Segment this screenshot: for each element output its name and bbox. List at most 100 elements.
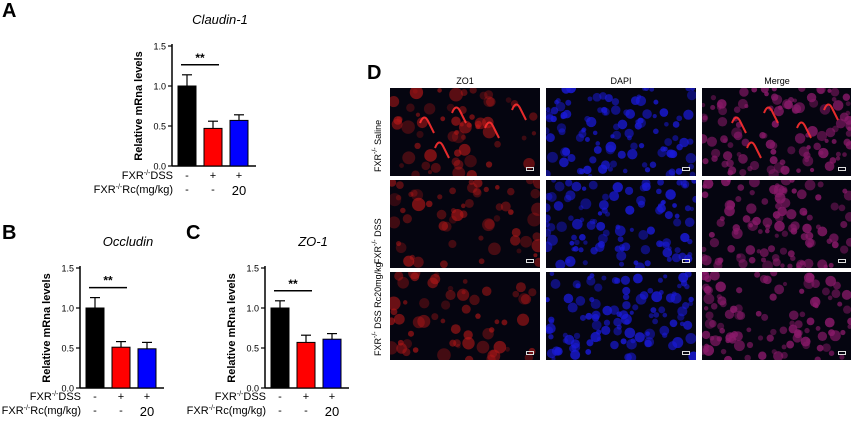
signal-spot: [501, 319, 508, 326]
signal-spot: [642, 109, 652, 119]
signal-spot: [677, 306, 688, 317]
scale-bar: [682, 259, 690, 263]
signal-spot: [816, 130, 828, 142]
signal-spot: [424, 149, 437, 162]
signal-spot: [479, 91, 488, 100]
signal-spot: [458, 143, 471, 156]
signal-spot: [448, 239, 457, 249]
signal-spot: [475, 313, 481, 319]
signal-spot: [587, 96, 593, 102]
signal-spot: [717, 322, 725, 330]
signal-spot: [591, 320, 602, 331]
signal-spot: [406, 103, 415, 112]
signal-spot: [469, 88, 477, 94]
signal-spot: [805, 238, 815, 248]
signal-spot: [561, 88, 571, 94]
chart-occludin: Occludin Relative mRna levels 0.0 0.5 1.0 1.5…: [41, 234, 164, 394]
signal-spot: [609, 160, 618, 168]
signal-spot: [672, 337, 684, 349]
bar: [296, 341, 316, 389]
signal-spot: [441, 300, 451, 310]
panel-letter-b: B: [2, 222, 17, 244]
signal-spot: [588, 173, 593, 176]
signal-spot: [459, 210, 468, 218]
signal-spot: [672, 203, 677, 208]
signal-spot: [590, 246, 598, 255]
signal-spot: [558, 128, 566, 136]
microscopy-image: [546, 88, 696, 176]
signal-spot: [421, 161, 431, 171]
signal-spot: [832, 125, 839, 133]
signal-spot: [831, 241, 839, 249]
signal-spot: [780, 351, 788, 359]
microscopy-image: [390, 180, 540, 268]
signal-spot: [472, 188, 482, 198]
signal-spot: [488, 327, 495, 333]
signal-spot: [770, 148, 777, 155]
signal-spot: [640, 244, 651, 255]
signal-spot: [839, 112, 849, 122]
signal-spot: [761, 257, 766, 263]
signal-spot: [484, 90, 494, 100]
signal-spot: [523, 157, 535, 170]
signal-spot: [728, 335, 737, 344]
condition-cell: +: [235, 170, 243, 182]
signal-spot: [597, 240, 605, 249]
signal-spot: [411, 170, 420, 176]
signal-spot: [610, 340, 619, 350]
signal-spot: [396, 181, 404, 189]
signal-spot: [771, 88, 777, 92]
signal-spot: [556, 123, 567, 133]
signal-spot: [516, 248, 522, 254]
signal-spot: [601, 325, 611, 335]
signal-spot: [844, 212, 851, 222]
signal-spot: [482, 218, 495, 232]
signal-spot: [529, 112, 538, 121]
signal-spot: [597, 107, 603, 113]
signal-spot: [412, 316, 425, 329]
signal-spot: [400, 207, 406, 214]
signal-spot: [390, 180, 397, 187]
signal-spot: [451, 130, 465, 144]
signal-spot: [482, 328, 494, 340]
signal-spot: [768, 168, 779, 176]
signal-spot: [789, 320, 795, 327]
signal-spot: [473, 180, 483, 188]
signal-spot: [547, 151, 558, 163]
signal-spot: [611, 98, 620, 106]
signal-spot: [806, 214, 813, 221]
signal-spot: [756, 249, 762, 254]
signal-spot: [711, 148, 721, 158]
signal-spot: [840, 329, 846, 336]
signal-spot: [819, 150, 824, 155]
signal-spot: [733, 229, 739, 235]
signal-spot: [546, 214, 551, 223]
signal-spot: [627, 148, 638, 160]
chart-claudin-1: Claudin-1 Relative mRna levels 0.0 0.5 1.0 1.…: [133, 12, 256, 172]
signal-spot: [604, 211, 611, 217]
bar: [111, 346, 131, 389]
signal-spot: [635, 95, 647, 107]
signal-spot: [476, 340, 490, 354]
signal-spot: [521, 135, 527, 141]
signal-spot: [609, 191, 620, 202]
signal-spot: [651, 291, 663, 303]
signal-spot: [609, 305, 619, 315]
signal-spot: [495, 203, 504, 211]
signal-spot: [832, 100, 844, 111]
signal-spot: [828, 262, 834, 268]
signal-spot: [688, 296, 694, 303]
signal-spot: [780, 263, 785, 268]
signal-spot: [592, 92, 602, 102]
signal-spot: [531, 131, 537, 136]
y-tick-label: 1.5: [246, 264, 259, 274]
signal-spot: [841, 289, 851, 300]
signal-spot: [803, 258, 814, 268]
signal-spot: [572, 246, 579, 252]
signal-spot: [688, 301, 694, 307]
signal-spot: [579, 233, 586, 241]
significance-label: **: [288, 277, 298, 291]
y-axis-label: Relative mRna levels: [133, 51, 145, 160]
signal-spot: [845, 237, 851, 247]
signal-spot: [407, 330, 415, 337]
